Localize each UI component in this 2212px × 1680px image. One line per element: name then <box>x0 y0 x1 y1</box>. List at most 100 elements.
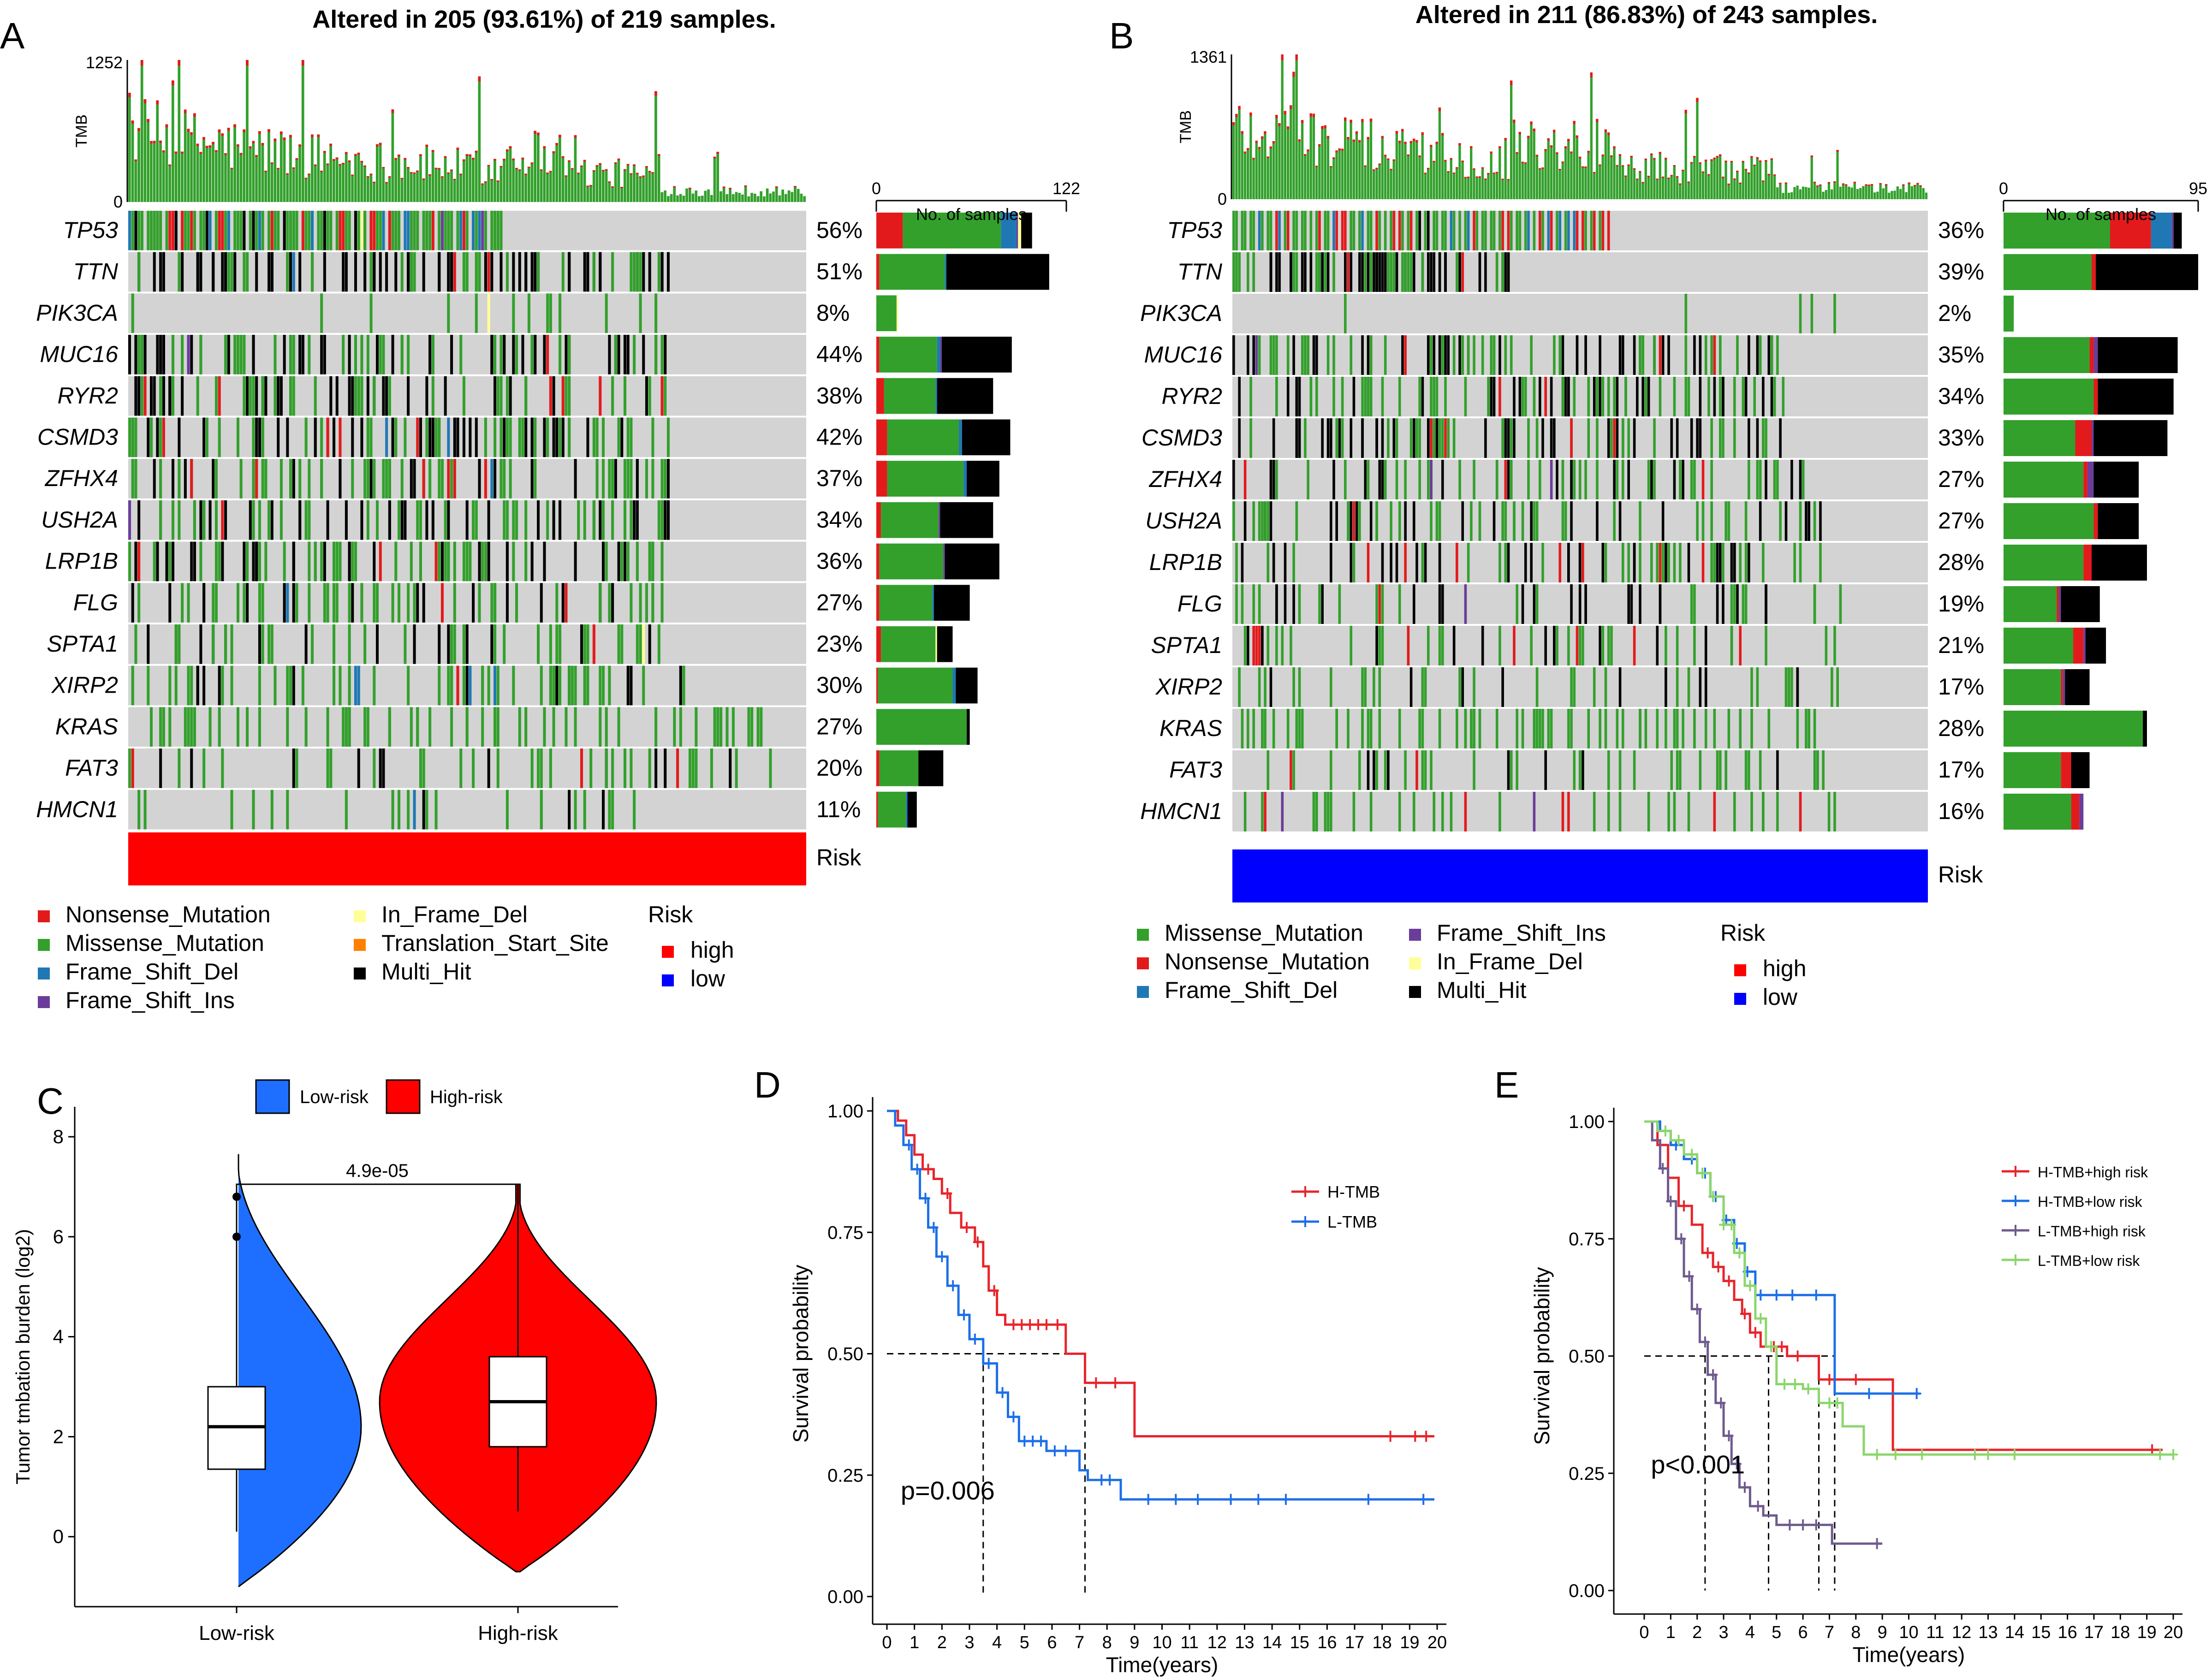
mutation-cell <box>1541 418 1544 458</box>
x-tick-label: 7 <box>1825 1623 1834 1642</box>
mutation-cell <box>202 500 206 540</box>
mutation-cell <box>360 417 363 457</box>
mutation-cell <box>481 541 484 582</box>
tmb-bar-top <box>190 132 193 135</box>
tmb-bar-top <box>527 166 530 168</box>
mutation-cell <box>1516 211 1518 250</box>
sidebar-segment <box>935 626 937 662</box>
tmb-bar <box>540 169 543 202</box>
mutation-cell <box>422 211 425 250</box>
mutation-cell <box>1473 335 1475 375</box>
tmb-bar <box>456 148 459 202</box>
mutation-cell <box>499 459 503 499</box>
tmb-bar <box>580 165 583 202</box>
gene-pct: 33% <box>1938 425 1984 451</box>
mutation-cell <box>1756 418 1759 458</box>
mutation-cell <box>1650 460 1653 499</box>
mutation-cell <box>440 459 444 499</box>
mutation-cell <box>1444 377 1447 416</box>
tmb-bar-top <box>1361 119 1364 123</box>
mutation-cell <box>1247 709 1249 748</box>
tmb-axis-title: TMB <box>73 114 90 148</box>
tmb-bar <box>1876 191 1879 199</box>
mutation-cell <box>1324 211 1327 250</box>
mutation-cell <box>1790 667 1793 707</box>
mutation-cell <box>1258 211 1261 250</box>
mutation-cell <box>286 211 289 250</box>
tmb-bar <box>642 175 645 202</box>
mutation-cell <box>611 459 614 499</box>
mutation-cell <box>1373 667 1375 707</box>
tmb-bar <box>527 166 530 202</box>
mutation-cell <box>1318 252 1321 292</box>
mutation-cell <box>1618 792 1622 831</box>
mutation-cell <box>1401 211 1404 250</box>
mutation-cell <box>586 417 589 457</box>
mutation-cell <box>1326 252 1330 292</box>
mutation-cell <box>1616 709 1619 748</box>
mutation-cell <box>549 376 552 416</box>
gene-label: MUC16 <box>1144 342 1223 368</box>
censor-mark <box>1740 1308 1749 1319</box>
tmb-bar <box>323 151 326 202</box>
tmb-bar <box>298 144 301 202</box>
mutation-cell <box>187 583 190 623</box>
tmb-bar <box>1722 176 1724 199</box>
gene-label: HMCN1 <box>1140 798 1222 824</box>
mutation-cell <box>505 500 509 540</box>
mutation-cell <box>1576 335 1579 375</box>
mutation-cell <box>1241 211 1244 250</box>
mutation-cell <box>1618 335 1622 375</box>
mutation-cell <box>642 665 645 706</box>
tmb-bar <box>472 158 475 202</box>
x-tick-label: 0 <box>1639 1623 1649 1642</box>
mutation-cell <box>1733 792 1736 831</box>
gene-pct: 16% <box>1938 798 1984 824</box>
mutation-cell <box>583 500 586 540</box>
tmb-bar-top <box>162 150 165 153</box>
tmb-bar <box>1805 187 1808 199</box>
sidebar-segment <box>879 254 945 290</box>
mutation-cell <box>555 665 559 706</box>
tmb-bar <box>140 60 143 202</box>
tmb-bar <box>1739 182 1742 199</box>
mutation-cell <box>1493 377 1496 416</box>
panel-label: C <box>37 1080 64 1122</box>
mutation-cell <box>1481 335 1484 375</box>
mutation-cell <box>333 583 336 623</box>
mutation-cell <box>1539 377 1541 416</box>
mutation-cell <box>574 541 577 582</box>
mutation-cell <box>1665 626 1667 665</box>
sidebar-bar <box>2004 628 2106 664</box>
mutation-cell <box>537 252 540 292</box>
gene-row-background <box>128 459 806 499</box>
tmb-bar <box>270 162 274 202</box>
mutation-cell <box>484 252 487 292</box>
sidebar-segment <box>876 709 967 745</box>
tmb-bar <box>707 189 710 202</box>
tmb-bar <box>1498 146 1501 199</box>
mutation-cell <box>1255 626 1258 665</box>
tmb-bar <box>1796 185 1799 199</box>
legend-label: Low-risk <box>300 1087 369 1107</box>
tmb-bar-top <box>419 154 422 156</box>
risk-annotation-label: Risk <box>816 844 862 870</box>
tmb-bar <box>1450 158 1452 199</box>
mutation-cell <box>187 211 190 250</box>
mutation-cell <box>1639 584 1641 624</box>
tmb-bar-top <box>1813 182 1816 184</box>
censor-mark <box>2169 1449 2178 1460</box>
mutation-cell <box>530 541 534 582</box>
mutation-cell <box>1252 501 1255 541</box>
mutation-cell <box>202 665 206 706</box>
mutation-cell <box>1621 335 1624 375</box>
tmb-bar-top <box>1255 141 1258 143</box>
mutation-cell <box>496 748 499 788</box>
tmb-bar <box>1309 113 1312 199</box>
mutation-cell <box>1793 543 1796 582</box>
tmb-bar <box>651 172 654 202</box>
mutation-cell <box>1467 543 1470 582</box>
mutation-cell <box>1427 460 1430 499</box>
mutation-cell <box>546 335 549 374</box>
km-curve <box>1644 1120 2173 1456</box>
